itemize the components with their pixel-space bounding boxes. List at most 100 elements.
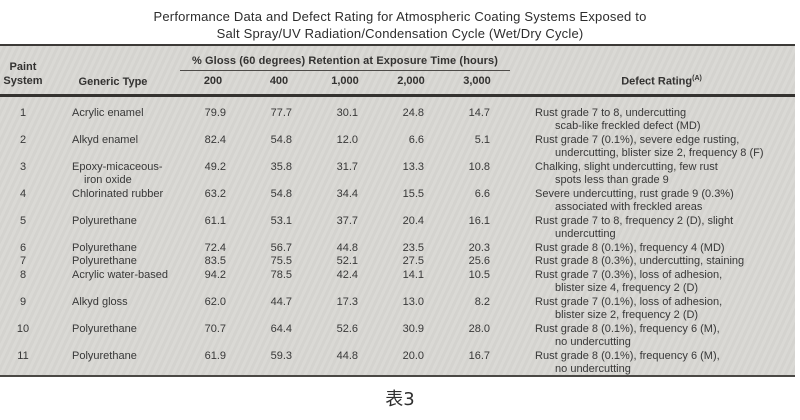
document-title: Performance Data and Defect Rating for A… [0, 0, 800, 42]
exposure-1000-header: 1,000 [312, 70, 378, 97]
gloss-value-cell: 12.0 [336, 133, 358, 146]
paint-system-cell: 2 [19, 133, 27, 146]
paint-system-cell: 3 [19, 160, 27, 173]
gloss-value-cell: 75.5 [270, 255, 292, 267]
gloss-value-cell: 16.1 [468, 214, 491, 227]
gloss-value-cell: 56.7 [270, 241, 292, 254]
gloss-value-cell: 82.4 [204, 133, 226, 146]
generic-type-cell: Chlorinated rubber [72, 187, 164, 200]
title-line-2: Salt Spray/UV Radiation/Condensation Cyc… [216, 26, 584, 41]
paint-system-cell: 4 [19, 187, 27, 200]
gloss-value-cell: 59.3 [270, 349, 292, 362]
defect-rating-header-label: Defect Rating [621, 75, 693, 88]
paint-system-header-line2: System [3, 74, 43, 87]
defect-rating-cell: Rust grade 7 (0.1%), loss of adhesion, bl… [535, 295, 723, 322]
header-exposure-row: 200 400 1,000 2,000 3,000 [0, 70, 795, 97]
gloss-value-cell: 13.3 [402, 160, 424, 173]
defect-rating-cell: Rust grade 7 to 8, frequency 2 (D), slig… [535, 214, 734, 241]
table-row: 8 Acrylic water-based 94.2 78.5 42.4 14.1 10.5… [0, 269, 795, 296]
generic-type-cell: Polyurethane [72, 241, 137, 254]
generic-type-cell: Acrylic enamel [72, 106, 144, 119]
table-header: Paint System Generic Type % Gloss (60 de… [0, 46, 795, 97]
generic-type-cell: Alkyd enamel [72, 133, 139, 146]
title-line-1: Performance Data and Defect Rating for A… [153, 9, 647, 24]
gloss-value-cell: 15.5 [402, 187, 424, 200]
table-row: 6 Polyurethane 72.4 56.7 44.8 23.5 20.3 Rust gr… [0, 242, 795, 256]
gloss-value-cell: 49.2 [204, 160, 226, 173]
gloss-value-cell: 61.9 [204, 349, 226, 362]
gloss-value-cell: 20.3 [468, 241, 491, 254]
gloss-value-cell: 70.7 [204, 322, 226, 335]
paint-system-header-line1: Paint [9, 60, 37, 73]
performance-table: Paint System Generic Type % Gloss (60 de… [0, 46, 795, 376]
exposure-2000-header: 2,000 [378, 70, 444, 97]
header-group-row: Paint System Generic Type % Gloss (60 de… [0, 46, 795, 97]
gloss-value-cell: 54.8 [270, 187, 292, 200]
defect-rating-cell: Severe undercutting, rust grade 9 (0.3%)… [535, 187, 734, 214]
table-body: 1 Acrylic enamel 79.9 77.7 30.1 24.8 14.7 Rust … [0, 95, 795, 376]
paint-system-header: Paint System [0, 46, 46, 97]
paint-system-cell: 11 [17, 349, 29, 362]
gloss-value-cell: 5.1 [474, 133, 491, 146]
table-caption: 表3 [385, 389, 415, 410]
defect-rating-footnote-marker: (A) [692, 74, 702, 82]
gloss-value-cell: 34.4 [336, 187, 358, 200]
paint-system-cell: 6 [19, 241, 27, 254]
defect-rating-cell: Rust grade 8 (0.3%), undercutting, stain… [535, 255, 745, 267]
gloss-value-cell: 25.6 [468, 255, 491, 267]
gloss-value-cell: 20.0 [402, 349, 424, 362]
gloss-value-cell: 54.8 [270, 133, 292, 146]
gloss-value-cell: 23.5 [402, 241, 424, 254]
table-row: 10 Polyurethane 70.7 64.4 52.6 30.9 28.0 Rust g… [0, 323, 795, 350]
exposure-3000-header: 3,000 [444, 70, 511, 97]
table-row: 2 Alkyd enamel 82.4 54.8 12.0 6.6 5.1 Rust grad… [0, 134, 795, 161]
gloss-value-cell: 6.6 [474, 187, 491, 200]
gloss-value-cell: 52.6 [336, 322, 358, 335]
gloss-value-cell: 83.5 [204, 255, 226, 267]
paint-system-cell: 1 [19, 106, 27, 119]
gloss-value-cell: 64.4 [270, 322, 292, 335]
gloss-value-cell: 16.7 [468, 349, 491, 362]
exposure-200-header: 200 [180, 70, 246, 97]
gloss-value-cell: 72.4 [204, 241, 226, 254]
gloss-value-cell: 14.7 [468, 106, 491, 119]
gloss-value-cell: 78.5 [270, 268, 292, 281]
paint-system-cell: 9 [19, 295, 27, 308]
gloss-value-cell: 63.2 [204, 187, 226, 200]
gloss-value-cell: 30.9 [402, 322, 424, 335]
gloss-value-cell: 35.8 [270, 160, 292, 173]
gloss-value-cell: 27.5 [402, 255, 424, 267]
gloss-value-cell: 30.1 [336, 106, 358, 119]
gloss-value-cell: 44.8 [336, 349, 358, 362]
gloss-value-cell: 31.7 [336, 160, 358, 173]
gloss-value-cell: 77.7 [270, 106, 292, 119]
data-table: Paint System Generic Type % Gloss (60 de… [0, 44, 795, 377]
defect-rating-cell: Rust grade 8 (0.1%), frequency 6 (M), no … [535, 349, 720, 376]
generic-type-cell: Acrylic water-based [72, 268, 168, 281]
gloss-value-cell: 14.1 [402, 268, 424, 281]
generic-type-cell: Epoxy-micaceous-iron oxide [72, 160, 163, 187]
gloss-value-cell: 94.2 [204, 268, 226, 281]
table-row: 7 Polyurethane 83.5 75.5 52.1 27.5 25.6 Rust gr… [0, 255, 795, 269]
gloss-value-cell: 61.1 [204, 214, 226, 227]
table-row: 11 Polyurethane 61.9 59.3 44.8 20.0 16.7 Rust g… [0, 349, 795, 376]
generic-type-header: Generic Type [46, 46, 180, 97]
paint-system-cell: 7 [19, 255, 27, 267]
defect-rating-cell: Rust grade 7 to 8, undercutting scab-like… [535, 106, 701, 133]
gloss-value-cell: 10.5 [468, 268, 491, 281]
table-row: 5 Polyurethane 61.1 53.1 37.7 20.4 16.1 Rust gr… [0, 215, 795, 242]
gloss-value-cell: 44.8 [336, 241, 358, 254]
generic-type-cell: Polyurethane [72, 349, 137, 362]
gloss-value-cell: 17.3 [336, 295, 358, 308]
table-row: 1 Acrylic enamel 79.9 77.7 30.1 24.8 14.7 Rust … [0, 95, 795, 134]
defect-rating-cell: Rust grade 8 (0.1%), frequency 6 (M), no … [535, 322, 720, 349]
gloss-value-cell: 62.0 [204, 295, 226, 308]
table-row: 4 Chlorinated rubber 63.2 54.8 34.4 15.5 6.6 Se… [0, 188, 795, 215]
gloss-retention-group-header: % Gloss (60 degrees) Retention at Exposu… [180, 46, 511, 71]
generic-type-cell: Polyurethane [72, 255, 137, 267]
gloss-value-cell: 42.4 [336, 268, 358, 281]
paint-system-cell: 10 [16, 322, 30, 335]
defect-rating-cell: Rust grade 8 (0.1%), frequency 4 (MD) [535, 241, 725, 254]
generic-type-cell: Polyurethane [72, 214, 137, 227]
